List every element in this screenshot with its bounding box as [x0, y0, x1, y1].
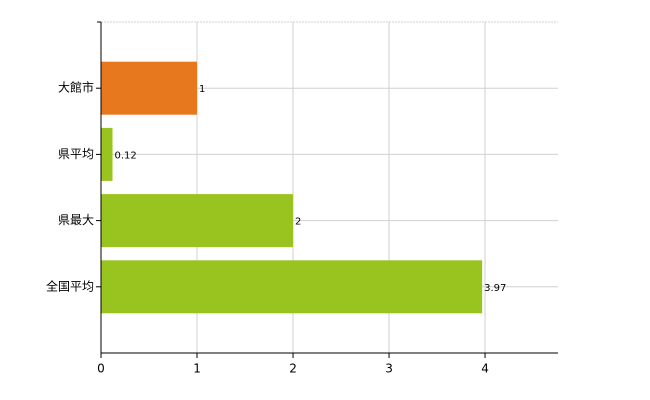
x-tick-label: 3	[385, 362, 393, 376]
bar	[101, 61, 198, 115]
y-tick-label: 全国平均	[46, 278, 94, 293]
bar	[101, 260, 483, 314]
x-tick-label: 4	[481, 362, 489, 376]
y-tick-label: 大館市	[58, 80, 94, 95]
bar	[101, 194, 294, 248]
y-tick-label: 県平均	[58, 147, 94, 161]
bar	[101, 127, 113, 181]
value-label: 1	[199, 84, 205, 95]
x-tick-label: 0	[97, 362, 105, 376]
value-label: 0.12	[115, 150, 137, 161]
value-label: 2	[295, 217, 301, 228]
value-label: 3.97	[484, 283, 506, 294]
y-tick-label: 県最大	[58, 213, 94, 227]
x-tick-label: 1	[193, 362, 201, 376]
x-tick-label: 2	[289, 362, 297, 376]
